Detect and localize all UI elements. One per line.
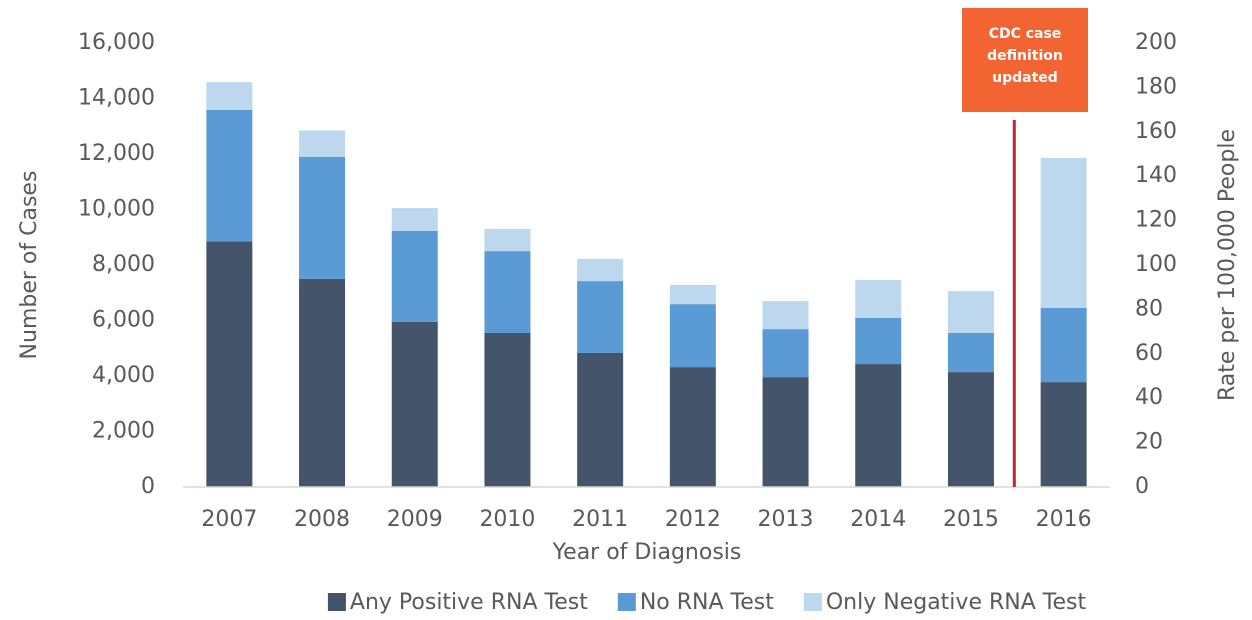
bar-segment <box>484 228 531 252</box>
annotation-text: definition <box>987 48 1063 64</box>
x-axis-title: Year of Diagnosis <box>552 540 742 565</box>
y-tick-label: 4,000 <box>92 363 155 388</box>
y-tick-label: 14,000 <box>78 86 155 111</box>
bar-segment <box>762 301 809 330</box>
bar-segment <box>855 318 902 365</box>
y-tick-label: 10,000 <box>78 197 155 222</box>
legend-label: Any Positive RNA Test <box>350 590 588 615</box>
y2-axis-title: Rate per 100,000 People <box>1215 129 1240 401</box>
x-tick-label: 2010 <box>479 507 535 532</box>
x-tick-label: 2011 <box>572 507 628 532</box>
bar-segment <box>206 241 253 487</box>
x-tick-label: 2009 <box>387 507 443 532</box>
bar-segment <box>855 279 902 319</box>
bar-segment <box>577 281 624 353</box>
y-axis-title: Number of Cases <box>17 171 42 360</box>
bar-segment <box>391 321 438 487</box>
y2-tick-label: 40 <box>1135 385 1163 410</box>
bar-segment <box>1040 157 1087 309</box>
y2-tick-label: 120 <box>1135 208 1177 233</box>
x-tick-label: 2007 <box>201 507 257 532</box>
x-tick-label: 2015 <box>943 507 999 532</box>
bar-segment <box>669 367 716 487</box>
annotation-box <box>962 8 1088 112</box>
bar-segment <box>206 82 253 110</box>
bar-segment <box>577 352 624 487</box>
bar-segment <box>855 364 902 487</box>
bar-segment <box>299 278 346 487</box>
x-tick-label: 2012 <box>665 507 721 532</box>
bar-segment <box>947 332 994 373</box>
bar-segment <box>391 230 438 322</box>
y2-tick-label: 140 <box>1135 163 1177 188</box>
y-tick-label: 6,000 <box>92 308 155 333</box>
x-tick-label: 2016 <box>1036 507 1092 532</box>
y2-tick-label: 180 <box>1135 74 1177 99</box>
bar-segment <box>669 304 716 368</box>
y2-tick-label: 0 <box>1135 474 1149 499</box>
bar-segment <box>947 291 994 333</box>
bar-segment <box>484 332 531 487</box>
bar-segment <box>299 156 346 279</box>
bar-segment <box>484 251 531 333</box>
y-tick-label: 2,000 <box>92 419 155 444</box>
y2-tick-label: 60 <box>1135 341 1163 366</box>
bar-segment <box>762 329 809 378</box>
y2-tick-label: 160 <box>1135 119 1177 144</box>
legend-label: No RNA Test <box>640 590 774 615</box>
y2-tick-label: 20 <box>1135 430 1163 455</box>
bar-segment <box>206 109 253 242</box>
bar-segment <box>762 377 809 487</box>
x-tick-label: 2008 <box>294 507 350 532</box>
legend-swatch <box>803 593 822 611</box>
y2-tick-label: 100 <box>1135 252 1177 277</box>
bar-segment <box>391 208 438 231</box>
bar-segment <box>1040 382 1087 487</box>
y2-tick-label: 200 <box>1135 30 1177 55</box>
legend-label: Only Negative RNA Test <box>826 590 1087 615</box>
y2-tick-label: 80 <box>1135 296 1163 321</box>
bar-segment <box>669 284 716 305</box>
annotation-text: CDC case <box>989 26 1062 42</box>
y-tick-label: 12,000 <box>78 141 155 166</box>
y-tick-label: 8,000 <box>92 252 155 277</box>
annotation-text: updated <box>992 70 1058 86</box>
bar-segment <box>1040 308 1087 383</box>
x-tick-label: 2013 <box>758 507 814 532</box>
bar-segment <box>299 130 346 157</box>
x-tick-label: 2014 <box>850 507 906 532</box>
legend-swatch <box>617 593 636 611</box>
bar-segment <box>577 258 624 282</box>
bar-segment <box>947 372 994 487</box>
y-tick-label: 0 <box>141 474 155 499</box>
legend-swatch <box>327 593 346 611</box>
y-tick-label: 16,000 <box>78 30 155 55</box>
